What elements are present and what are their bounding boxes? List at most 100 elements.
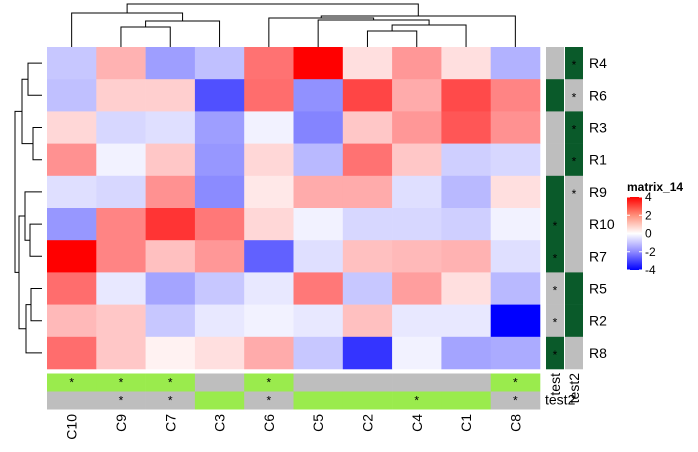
- heatmap-cell: [293, 240, 344, 273]
- row-label: R3: [589, 120, 607, 136]
- heatmap-cell: [145, 208, 196, 241]
- heatmap-cell: [441, 79, 491, 112]
- row-annotation-cell: [565, 336, 583, 370]
- legend-tick-label: 0: [645, 227, 652, 241]
- legend-title: matrix_14: [627, 180, 683, 194]
- significance-star: *: [553, 219, 558, 233]
- color-legend: matrix_14 4 2 0 -2 -4: [627, 180, 683, 277]
- heatmap-cell: [194, 336, 245, 370]
- row-annotation-cell: [546, 208, 564, 241]
- heatmap-cell: [96, 240, 146, 273]
- row-annotation-cell: [546, 47, 564, 80]
- heatmap-cell: [342, 208, 393, 241]
- dendrogram-branch: [320, 15, 516, 47]
- heatmap-cell: [490, 336, 541, 370]
- dendrogram-branch: [14, 110, 22, 273]
- heatmap-cell: [392, 143, 442, 177]
- heatmap-cell: [145, 111, 196, 144]
- dendrogram-branch: [71, 12, 184, 47]
- heatmap-cell: [490, 47, 541, 80]
- heatmap-cell: [96, 336, 146, 370]
- heatmap-cell: [96, 143, 146, 177]
- heatmap-cell: [244, 175, 294, 209]
- column-label: C7: [162, 414, 178, 432]
- column-annotation-cell: [490, 373, 541, 392]
- heatmap-cell: [490, 304, 541, 338]
- significance-star: *: [513, 376, 518, 390]
- heatmap-cell: [392, 47, 442, 80]
- heatmap-cell: [145, 304, 196, 338]
- heatmap-cell: [96, 304, 146, 338]
- column-annotation-cell: [490, 391, 541, 410]
- row-annotation-cell: [546, 111, 564, 144]
- significance-star: *: [572, 90, 577, 104]
- heatmap-cell: [47, 304, 97, 338]
- heatmap-cell: [47, 272, 97, 305]
- heatmap-cell: [342, 175, 393, 209]
- column-annotation-cell: [145, 391, 196, 410]
- column-annotation-cell: [293, 391, 344, 410]
- heatmap-cell: [244, 111, 294, 144]
- legend-tick-label: -4: [645, 263, 656, 277]
- row-annotation-cell: [565, 272, 583, 305]
- significance-star: *: [267, 376, 272, 390]
- heatmap-cell: [96, 79, 146, 112]
- legend-tick-label: 2: [645, 208, 652, 222]
- heatmap-cell: [441, 47, 491, 80]
- heatmap-cell: [194, 240, 245, 273]
- row-annotation-cell: [546, 304, 564, 338]
- row-label: R6: [589, 87, 607, 103]
- heatmap-cell: [293, 143, 344, 177]
- heatmap-cell: [47, 47, 97, 80]
- heatmap-cell: [342, 272, 393, 305]
- heatmap-cell: [490, 175, 541, 209]
- column-label: C3: [212, 414, 228, 432]
- column-label: C9: [113, 414, 129, 432]
- column-annotation-cell: [342, 391, 393, 410]
- dendrogram-branch: [30, 288, 42, 322]
- dendrogram-branch: [27, 62, 42, 96]
- heatmap-cell: [194, 272, 245, 305]
- heatmap-cell: [96, 208, 146, 241]
- significance-star: *: [267, 394, 272, 408]
- column-annotation-name: test2: [545, 392, 576, 408]
- significance-star: *: [572, 123, 577, 137]
- row-label: R9: [589, 184, 607, 200]
- heatmap-cell: [342, 304, 393, 338]
- row-label: R2: [589, 313, 607, 329]
- row-annotation-cell: [565, 304, 583, 338]
- heatmap-cell: [293, 208, 344, 241]
- heatmap-cell: [194, 304, 245, 338]
- heatmap-cell: [392, 272, 442, 305]
- heatmap-cell: [490, 272, 541, 305]
- row-annotation-cell: [565, 240, 583, 273]
- heatmap-cell: [392, 79, 442, 112]
- heatmap-cell: [244, 304, 294, 338]
- heatmap-cell: [293, 304, 344, 338]
- column-label: C6: [261, 414, 277, 432]
- row-annotation-cell: [565, 79, 583, 112]
- column-annotation-cell: [194, 373, 245, 392]
- heatmap-cell: [194, 79, 245, 112]
- column-annotation-cell: [293, 373, 344, 392]
- row-annotation-cell: [565, 47, 583, 80]
- row-annotation-cell: [565, 143, 583, 177]
- column-annotation-cell: [441, 391, 491, 410]
- row-label: R5: [589, 281, 607, 297]
- column-annotation-cell: [145, 373, 196, 392]
- heatmap-cell: [293, 111, 344, 144]
- dendrogram-branch: [268, 17, 375, 47]
- significance-star: *: [513, 394, 518, 408]
- column-labels: C10 C9 C7 C3 C6 C5 C2 C4 C1 C8: [64, 414, 524, 440]
- column-annotation-cell: [194, 391, 245, 410]
- column-annotation-cell: [244, 391, 294, 410]
- heatmap-cell: [145, 272, 196, 305]
- row-annotation-cell: [546, 143, 564, 177]
- dendrogram-branch: [317, 19, 430, 47]
- heatmap-cell: [441, 143, 491, 177]
- heatmap-cell: [392, 304, 442, 338]
- column-annotation-cell: [47, 391, 97, 410]
- heatmap-cell: [194, 175, 245, 209]
- heatmap-cell: [145, 79, 196, 112]
